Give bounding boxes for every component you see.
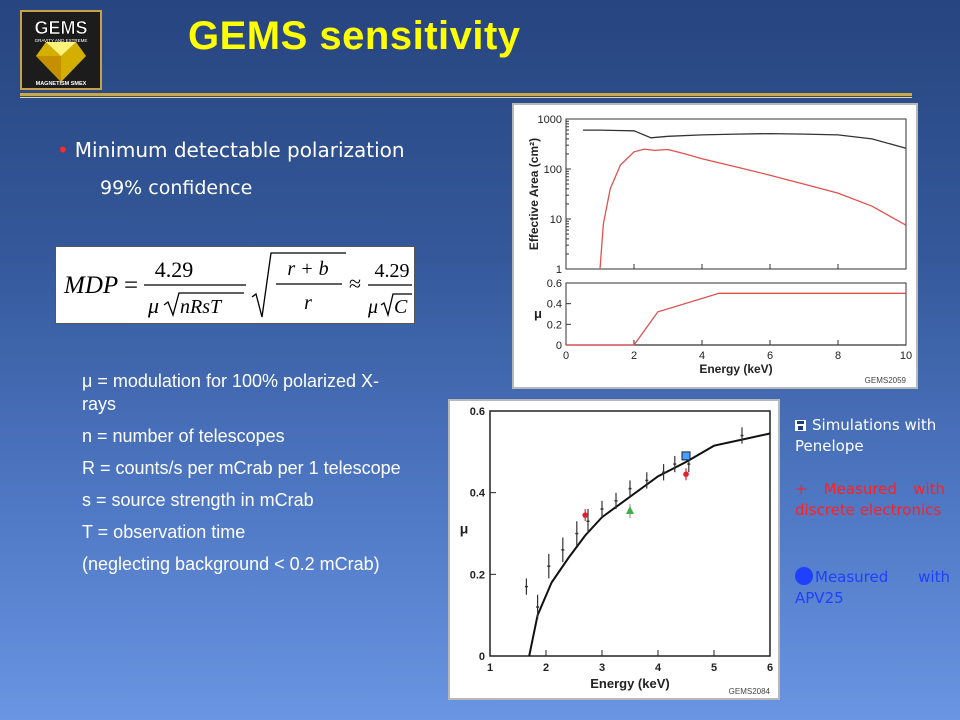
x-tick-label: 5	[711, 662, 717, 674]
eq-approx: ≈	[349, 271, 361, 296]
definition-item: μ = modulation for 100% polarized X-rays	[82, 371, 380, 414]
y-tick-label: 0.2	[470, 569, 485, 581]
eq-numerator-2: 4.29	[375, 260, 410, 282]
chart-footer: GEMS2084	[729, 687, 771, 696]
bullet-text: Minimum detectable polarization	[74, 138, 405, 162]
apv-square-point	[681, 451, 691, 461]
modulation-chart: 0 0.2 0.4 0.6 1 2 3 4 5 6 Energy (keV) μ GEMS2084	[448, 399, 780, 700]
eq-lhs: MDP	[63, 272, 118, 299]
x-tick-label: 4	[655, 662, 662, 674]
series-line-0	[583, 129, 907, 149]
eq-equals: =	[124, 272, 138, 299]
definition-item: n = number of telescopes	[82, 426, 285, 446]
definition-list: μ = modulation for 100% polarized X-rays…	[82, 370, 412, 585]
eq-den2-rad: C	[394, 296, 408, 318]
bullet-dot-icon: •	[57, 138, 69, 162]
x-tick-label: 1	[487, 662, 493, 674]
plot-frame	[489, 410, 771, 657]
mu-series-line-1	[566, 292, 906, 346]
x-axis-label: Energy (keV)	[590, 676, 669, 691]
x-tick-label: 0	[563, 350, 569, 362]
eq-sqrt-den: r	[304, 292, 312, 314]
model-curve	[528, 432, 771, 657]
series-line-1	[599, 148, 907, 270]
legend-measured-discrete: + Measured with discrete electronics	[795, 480, 945, 519]
x-tick-label: 10	[900, 350, 912, 362]
legend-apv-text: Measured with APV25	[795, 568, 950, 607]
x-tick-label: 6	[767, 350, 773, 362]
x-tick-label: 3	[599, 662, 605, 674]
definition-item: R = counts/s per mCrab per 1 telescope	[82, 458, 401, 478]
green-triangle-point	[626, 506, 634, 515]
legend-apv25: Measured with APV25	[795, 567, 950, 609]
definition-item: T = observation time	[82, 522, 246, 542]
y-tick-label: 0.4	[547, 299, 562, 311]
measured-point	[683, 471, 689, 478]
blue-circle-icon	[795, 567, 813, 585]
y-axis-label-mu: μ	[534, 306, 542, 321]
y-tick-label: 0.4	[470, 488, 486, 500]
eq-numerator: 4.29	[155, 257, 194, 282]
eq-den-mu: μ	[147, 293, 159, 318]
measured-point	[582, 512, 588, 518]
logo-footer: MAGNETISM SMEX	[36, 81, 87, 87]
eq-den2-mu: μ	[367, 296, 378, 318]
mdp-equation: MDP = 4.29 μ nRsT r + b r ≈ 4.29 μ C	[55, 246, 415, 324]
effective-area-chart: 1 10 100 1000 0 0.2 0.4 0.6 0 2 4 6 8 10 Energy (keV) E…	[512, 103, 918, 389]
logo-title: GEMS	[34, 18, 87, 38]
plot-frame-top	[565, 118, 907, 270]
x-tick-label: 2	[631, 350, 637, 362]
y-tick-label: 0.2	[547, 319, 562, 331]
y-tick-label: 0.6	[547, 278, 562, 290]
y-axis-label: μ	[460, 521, 469, 537]
page-title: GEMS sensitivity	[188, 14, 521, 58]
y-tick-label: 1000	[538, 114, 562, 126]
y-tick-label: 100	[544, 164, 562, 176]
title-divider	[20, 93, 912, 96]
y-tick-label: 10	[550, 214, 562, 226]
legend-simulations: Simulations with Penelope	[795, 415, 955, 457]
bullet-item: • Minimum detectable polarization	[57, 138, 405, 162]
eq-den-rad: nRsT	[180, 296, 223, 318]
y-tick-label: 0	[556, 340, 562, 352]
definition-item: (neglecting background < 0.2 mCrab)	[82, 554, 380, 574]
gems-logo: GEMS GRAVITY AND EXTREME MAGNETISM SMEX	[20, 10, 102, 90]
sub-bullet: 99% confidence	[100, 177, 253, 199]
definition-item: s = source strength in mCrab	[82, 490, 314, 510]
y-tick-label: 0	[479, 651, 485, 663]
floppy-disk-icon	[795, 420, 806, 431]
x-tick-label: 4	[699, 350, 705, 362]
logo-subtitle: GRAVITY AND EXTREME	[35, 38, 88, 43]
eq-sqrt-num: r + b	[287, 258, 328, 280]
x-tick-label: 2	[543, 662, 549, 674]
legend-sim-text: Simulations with Penelope	[795, 416, 937, 455]
plot-frame-bottom	[565, 282, 907, 346]
y-axis-label: Effective Area (cm²)	[527, 138, 541, 250]
x-tick-label: 8	[835, 350, 841, 362]
chart-footer: GEMS2059	[865, 376, 907, 385]
x-tick-label: 6	[767, 662, 773, 674]
y-tick-label: 1	[556, 264, 562, 276]
x-axis-label: Energy (keV)	[699, 362, 772, 376]
title-divider-highlight	[20, 97, 912, 98]
y-tick-label: 0.6	[470, 406, 485, 418]
